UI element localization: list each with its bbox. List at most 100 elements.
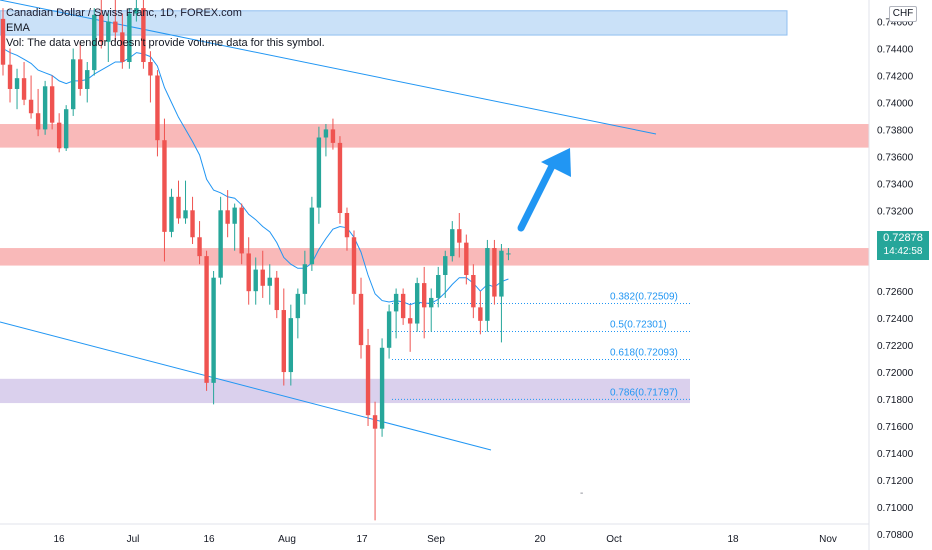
candle[interactable] <box>302 250 308 305</box>
candle[interactable] <box>21 62 27 106</box>
candle[interactable] <box>485 239 490 332</box>
candle[interactable] <box>56 113 62 153</box>
candle[interactable] <box>28 75 34 119</box>
zone-red-2[interactable] <box>0 248 869 266</box>
candle-body <box>162 140 167 232</box>
candle-body <box>49 86 55 123</box>
candle[interactable] <box>393 288 399 339</box>
candle[interactable] <box>316 126 322 224</box>
candle[interactable] <box>246 237 251 305</box>
candle[interactable] <box>309 196 315 271</box>
candle-body <box>429 297 434 308</box>
candle[interactable] <box>478 291 483 335</box>
candle[interactable] <box>92 8 97 76</box>
zones-layer <box>0 10 869 404</box>
candle[interactable] <box>407 304 413 352</box>
last-price-label: 0.72878 14:42:58 <box>877 231 929 260</box>
price-tick-label: 0.72600 <box>877 287 914 298</box>
candle[interactable] <box>436 266 441 308</box>
candle[interactable] <box>197 221 202 265</box>
candle-body <box>443 256 448 275</box>
candle[interactable] <box>162 118 167 262</box>
candle[interactable] <box>351 230 357 305</box>
candle[interactable] <box>0 8 6 76</box>
price-axis[interactable]: 0.74600 0.74400 0.74200 0.74000 0.73800 0.736… <box>877 18 914 541</box>
candle[interactable] <box>7 48 13 103</box>
candle[interactable] <box>253 257 258 305</box>
ema-legend-label[interactable]: EMA <box>6 22 30 34</box>
candle[interactable] <box>85 62 90 103</box>
candle[interactable] <box>225 190 230 238</box>
candle-body <box>35 113 41 130</box>
candle[interactable] <box>113 0 118 42</box>
candle[interactable] <box>400 288 406 325</box>
candle[interactable] <box>99 0 104 49</box>
candle[interactable] <box>365 328 371 426</box>
zone-red-1[interactable] <box>0 124 869 148</box>
candle[interactable] <box>106 13 111 63</box>
candle[interactable] <box>288 304 294 386</box>
candle[interactable] <box>14 68 20 110</box>
forecast-arrow-icon[interactable] <box>517 148 571 232</box>
candle[interactable] <box>323 124 329 157</box>
candle[interactable] <box>218 196 223 285</box>
candle[interactable] <box>232 203 237 251</box>
candle[interactable] <box>127 8 132 69</box>
candle[interactable] <box>344 207 350 251</box>
candle[interactable] <box>372 401 378 521</box>
candle[interactable] <box>379 338 385 437</box>
candle[interactable] <box>414 277 420 332</box>
candle[interactable] <box>141 0 146 69</box>
zone-purple-3[interactable] <box>0 378 690 404</box>
price-tick-label: 0.73600 <box>877 152 914 163</box>
candle[interactable] <box>155 70 160 157</box>
candle[interactable] <box>35 88 41 137</box>
candle-body <box>407 318 413 324</box>
candle[interactable] <box>429 288 434 332</box>
candle[interactable] <box>42 80 48 135</box>
candle[interactable] <box>260 250 265 298</box>
candle[interactable] <box>211 270 216 405</box>
candle[interactable] <box>450 221 455 262</box>
candle[interactable] <box>386 304 392 359</box>
candle[interactable] <box>358 277 364 359</box>
candle[interactable] <box>267 264 272 305</box>
candle[interactable] <box>443 250 448 298</box>
candle[interactable] <box>506 248 511 261</box>
candle[interactable] <box>169 188 174 238</box>
candle[interactable] <box>204 250 209 391</box>
candle[interactable] <box>190 196 195 244</box>
candle[interactable] <box>49 75 55 130</box>
candle[interactable] <box>78 41 83 96</box>
candle[interactable] <box>281 288 286 386</box>
symbol-title[interactable]: Canadian Dollar / Swiss Franc, 1D, FOREX… <box>6 7 242 19</box>
lower-trendline[interactable] <box>0 321 492 451</box>
candle[interactable] <box>295 288 301 339</box>
candle[interactable] <box>499 243 504 343</box>
candle[interactable] <box>274 270 279 319</box>
candle[interactable] <box>120 13 125 69</box>
candle-body <box>379 347 385 429</box>
candle[interactable] <box>330 118 336 150</box>
candle[interactable] <box>239 203 244 265</box>
currency-badge[interactable]: CHF <box>889 6 917 22</box>
price-tick-label: 0.72000 <box>877 368 914 379</box>
candle[interactable] <box>148 51 153 103</box>
time-axis[interactable]: 16 Jul 16 Aug 17 Sep 20 Oct 18 Nov <box>53 534 836 545</box>
candle[interactable] <box>464 234 469 285</box>
candle[interactable] <box>457 212 462 258</box>
candle[interactable] <box>71 48 76 116</box>
candle[interactable] <box>134 0 139 22</box>
candle[interactable] <box>176 180 181 224</box>
time-tick-label: Jul <box>127 534 140 545</box>
candle[interactable] <box>183 180 188 224</box>
candle-body <box>450 229 455 257</box>
price-tick-label: 0.71200 <box>877 476 914 487</box>
candle[interactable] <box>63 105 69 151</box>
candle[interactable] <box>337 136 343 224</box>
candle-body <box>218 210 223 278</box>
candle[interactable] <box>422 266 427 339</box>
candle[interactable] <box>471 264 476 319</box>
candle[interactable] <box>492 239 497 305</box>
